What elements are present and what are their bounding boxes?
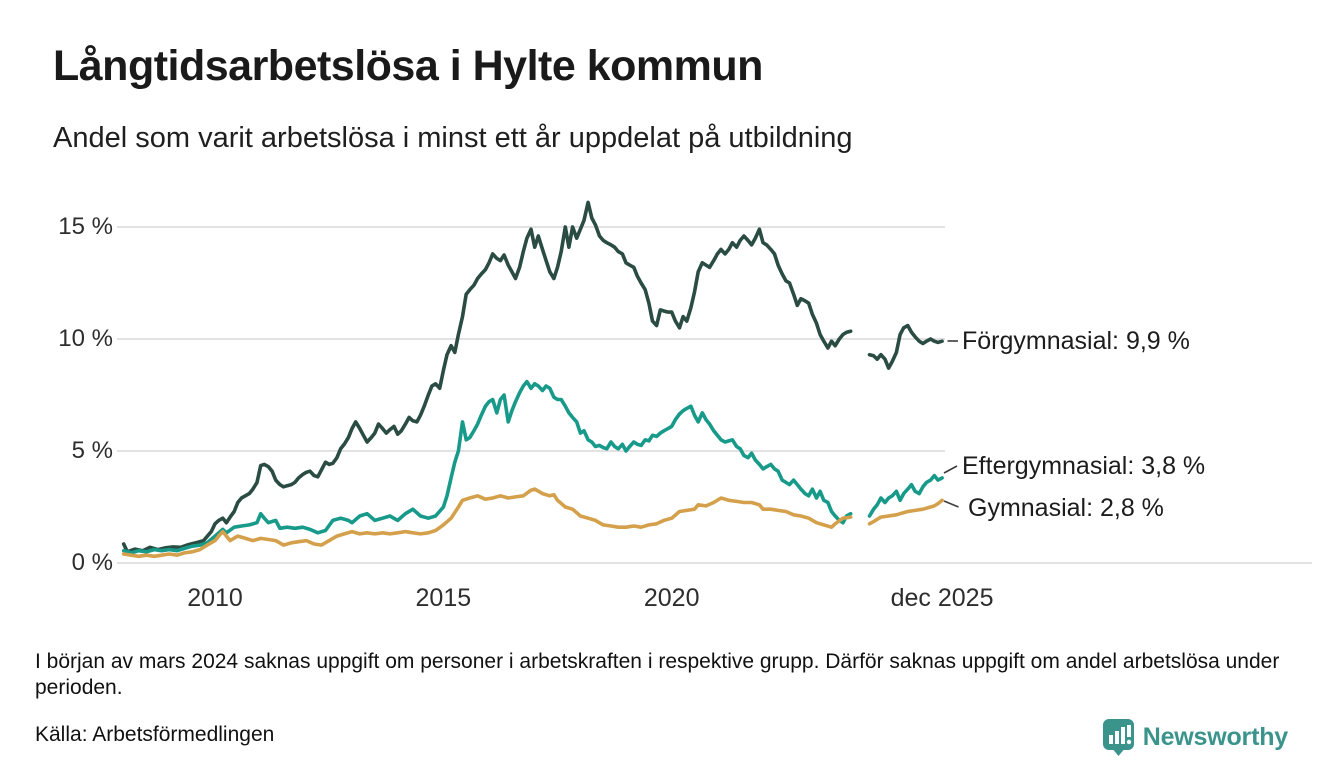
x-tick-dec-2025: dec 2025 <box>890 584 994 612</box>
x-tick-2020: 2020 <box>643 584 700 612</box>
logo-bar-3 <box>1120 727 1125 744</box>
series-line-gymnasial-seg2 <box>867 498 944 526</box>
series-line-eftergymnasial-seg2 <box>867 473 944 518</box>
logo-bar-1 <box>1108 735 1113 744</box>
series-label-gymnasial: Gymnasial: 2,8 % <box>968 494 1164 522</box>
y-tick-5: 5 % <box>71 437 113 464</box>
page-title: Långtidsarbetslösa i Hylte kommun <box>53 42 763 90</box>
source-note: Källa: Arbetsförmedlingen <box>35 723 275 746</box>
series-label-eftergymnasial: Eftergymnasial: 3,8 % <box>962 452 1206 480</box>
logo-exclamation-bar <box>1126 725 1131 737</box>
series-line-forgymnasial-seg2 <box>867 323 944 370</box>
page-subtitle: Andel som varit arbetslösa i minst ett å… <box>53 122 853 154</box>
label-connector-gymnasial <box>943 500 959 508</box>
newsworthy-logo: Newsworthy <box>1102 718 1288 756</box>
y-tick-10: 10 % <box>58 325 113 352</box>
series-label-forgymnasial: Förgymnasial: 9,9 % <box>962 327 1190 355</box>
logo-exclamation-dot <box>1126 739 1131 745</box>
series-line-eftergymnasial-seg1 <box>121 379 853 555</box>
y-tick-0: 0 % <box>71 549 113 576</box>
series-line-forgymnasial-seg1 <box>121 200 853 554</box>
series-line-gymnasial-seg1 <box>121 487 853 559</box>
x-tick-2015: 2015 <box>415 584 472 612</box>
logo-bar-2 <box>1114 731 1119 744</box>
x-tick-2010: 2010 <box>187 584 243 612</box>
chart-footnote: I början av mars 2024 saknas uppgift om … <box>35 650 1280 699</box>
newsworthy-logo-text: Newsworthy <box>1142 722 1288 751</box>
y-tick-15: 15 % <box>58 213 113 240</box>
newsworthy-logo-icon <box>1102 719 1134 756</box>
label-connector-eftergymnasial <box>943 465 958 474</box>
